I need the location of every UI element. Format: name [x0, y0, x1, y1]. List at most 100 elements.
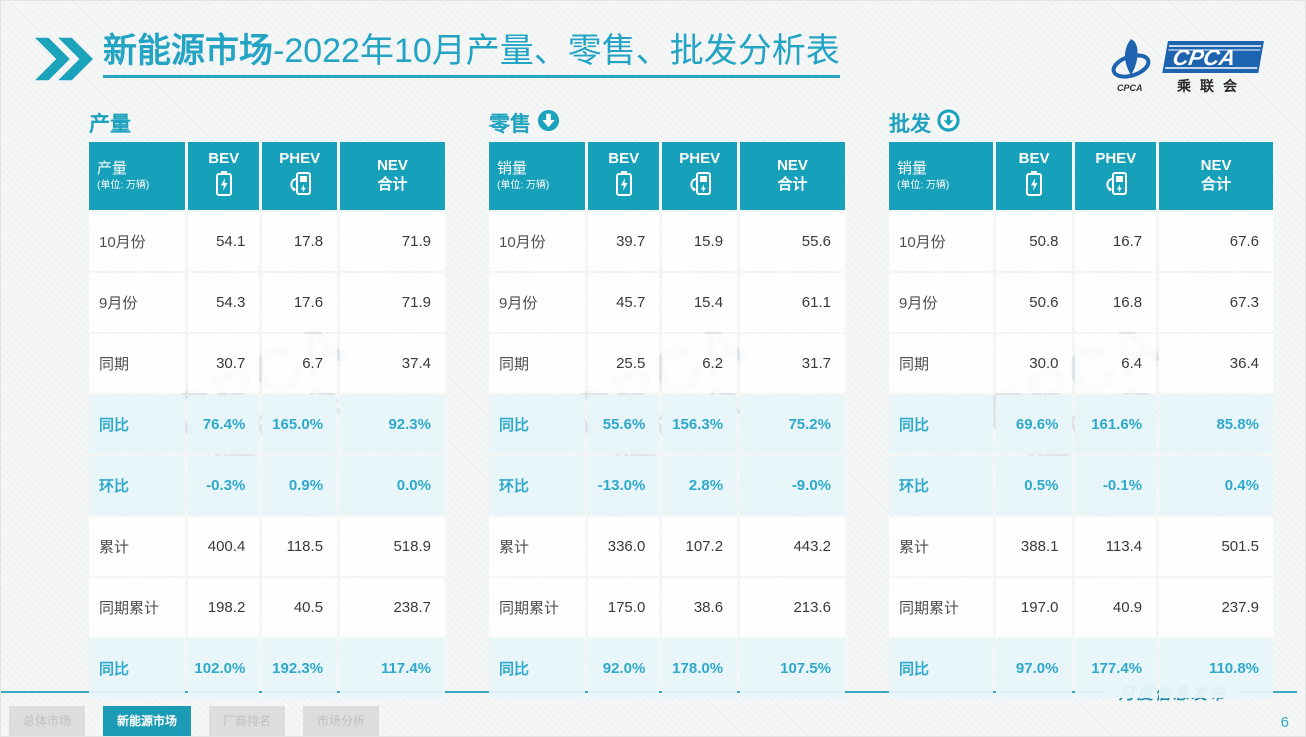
cpca-emblem-icon: CPCA: [1111, 39, 1151, 93]
row-label: 同期: [489, 334, 586, 393]
cell-value: 61.1: [740, 273, 845, 332]
cell-value: 102.0%: [188, 639, 260, 698]
row-label: 环比: [889, 456, 993, 515]
cell-value: 54.3: [188, 273, 260, 332]
cell-value: 175.0: [588, 578, 660, 637]
tab-manufacturer-ranking[interactable]: 厂商排名: [209, 706, 286, 736]
row-label: 9月份: [889, 273, 993, 332]
row-label: 同比: [889, 395, 993, 454]
cell-value: 25.5: [588, 334, 660, 393]
cell-value: 45.7: [588, 273, 660, 332]
cell-value: 237.9: [1159, 578, 1273, 637]
col-header-nev: NEV 合计: [1159, 142, 1273, 210]
col-header-phev: PHEV: [262, 142, 338, 210]
cell-value: 16.8: [1075, 273, 1157, 332]
cell-value: 67.6: [1159, 212, 1273, 271]
cell-value: 165.0%: [262, 395, 338, 454]
cell-value: 2.8%: [662, 456, 738, 515]
cell-value: 15.9: [662, 212, 738, 271]
cell-value: 238.7: [340, 578, 445, 637]
row-label: 同比: [89, 395, 186, 454]
battery-icon: [614, 170, 634, 202]
svg-text:CPCA: CPCA: [1117, 83, 1143, 93]
tables-row: 产量 CPCA 乘联会 产量 (单位: 万辆) BEV: [1, 108, 1305, 698]
cell-value: 6.7: [262, 334, 338, 393]
cell-value: 31.7: [740, 334, 845, 393]
row-label: 同比: [889, 639, 993, 698]
cell-value: 178.0%: [662, 639, 738, 698]
cell-value: 0.4%: [1159, 456, 1273, 515]
cell-value: 16.7: [1075, 212, 1157, 271]
cell-value: 37.4: [340, 334, 445, 393]
row-label: 同比: [489, 395, 586, 454]
cell-value: 198.2: [188, 578, 260, 637]
section-retail-header: 零售: [489, 108, 845, 138]
svg-text:乘联会: 乘联会: [1176, 78, 1246, 94]
wholesale-table: 销量 (单位: 万辆) BEV PHEV: [889, 142, 1273, 698]
section-retail: 零售 CPCA 乘联会 销量 (单位: 万辆) BEV: [489, 108, 845, 698]
cell-value: 50.6: [995, 273, 1073, 332]
cell-value: 17.8: [262, 212, 338, 271]
row-label: 10月份: [489, 212, 586, 271]
cell-value: 17.6: [262, 273, 338, 332]
cell-value: 113.4: [1075, 517, 1157, 576]
row-label: 同期累计: [489, 578, 586, 637]
down-arrow-outline-icon: [937, 109, 960, 137]
cell-value: 192.3%: [262, 639, 338, 698]
cell-value: 30.0: [995, 334, 1073, 393]
page-title-rest: -2022年10月产量、零售、批发分析表: [273, 32, 840, 70]
section-production: 产量 CPCA 乘联会 产量 (单位: 万辆) BEV: [89, 108, 445, 698]
row-label: 同期累计: [889, 578, 993, 637]
cell-value: -13.0%: [588, 456, 660, 515]
col-header-metric: 产量 (单位: 万辆): [89, 142, 186, 210]
cell-value: 30.7: [188, 334, 260, 393]
row-label: 同期: [889, 334, 993, 393]
tab-market-analysis[interactable]: 市场分析: [303, 706, 380, 736]
cell-value: -9.0%: [740, 456, 845, 515]
cell-value: 36.4: [1159, 334, 1273, 393]
cell-value: 75.2%: [740, 395, 845, 454]
cell-value: 38.6: [662, 578, 738, 637]
row-label: 同比: [489, 639, 586, 698]
charger-icon: [686, 170, 714, 202]
cell-value: 107.2: [662, 517, 738, 576]
cell-value: 6.4: [1075, 334, 1157, 393]
col-header-phev: PHEV: [1075, 142, 1157, 210]
row-label: 同期: [89, 334, 186, 393]
cell-value: 69.6%: [995, 395, 1073, 454]
cell-value: 118.5: [262, 517, 338, 576]
tab-nev-market[interactable]: 新能源市场: [103, 706, 192, 736]
section-production-header: 产量: [89, 108, 445, 138]
cell-value: 400.4: [188, 517, 260, 576]
col-header-bev: BEV: [188, 142, 260, 210]
production-table: 产量 (单位: 万辆) BEV PHEV: [89, 142, 445, 698]
row-label: 同比: [89, 639, 186, 698]
section-wholesale-header: 批发: [889, 108, 1273, 138]
cell-value: 92.3%: [340, 395, 445, 454]
retail-table: 销量 (单位: 万辆) BEV PHEV: [489, 142, 845, 698]
cell-value: 97.0%: [995, 639, 1073, 698]
double-chevron-icon: [35, 37, 93, 86]
row-label: 9月份: [89, 273, 186, 332]
cell-value: -0.3%: [188, 456, 260, 515]
section-wholesale-title: 批发: [889, 113, 931, 136]
cell-value: 92.0%: [588, 639, 660, 698]
bottom-nav-tabs: 总体市场 新能源市场 厂商排名 市场分析: [9, 706, 380, 736]
tab-overall-market[interactable]: 总体市场: [9, 706, 86, 736]
charger-icon: [286, 170, 314, 202]
cell-value: 6.2: [662, 334, 738, 393]
battery-icon: [214, 170, 234, 202]
row-label: 累计: [489, 517, 586, 576]
cell-value: 107.5%: [740, 639, 845, 698]
row-label: 累计: [89, 517, 186, 576]
cell-value: 518.9: [340, 517, 445, 576]
cell-value: 67.3: [1159, 273, 1273, 332]
cell-value: 55.6%: [588, 395, 660, 454]
cell-value: 15.4: [662, 273, 738, 332]
cell-value: 388.1: [995, 517, 1073, 576]
cell-value: 54.1: [188, 212, 260, 271]
col-header-bev: BEV: [588, 142, 660, 210]
cell-value: 0.9%: [262, 456, 338, 515]
cell-value: 110.8%: [1159, 639, 1273, 698]
cell-value: 71.9: [340, 273, 445, 332]
